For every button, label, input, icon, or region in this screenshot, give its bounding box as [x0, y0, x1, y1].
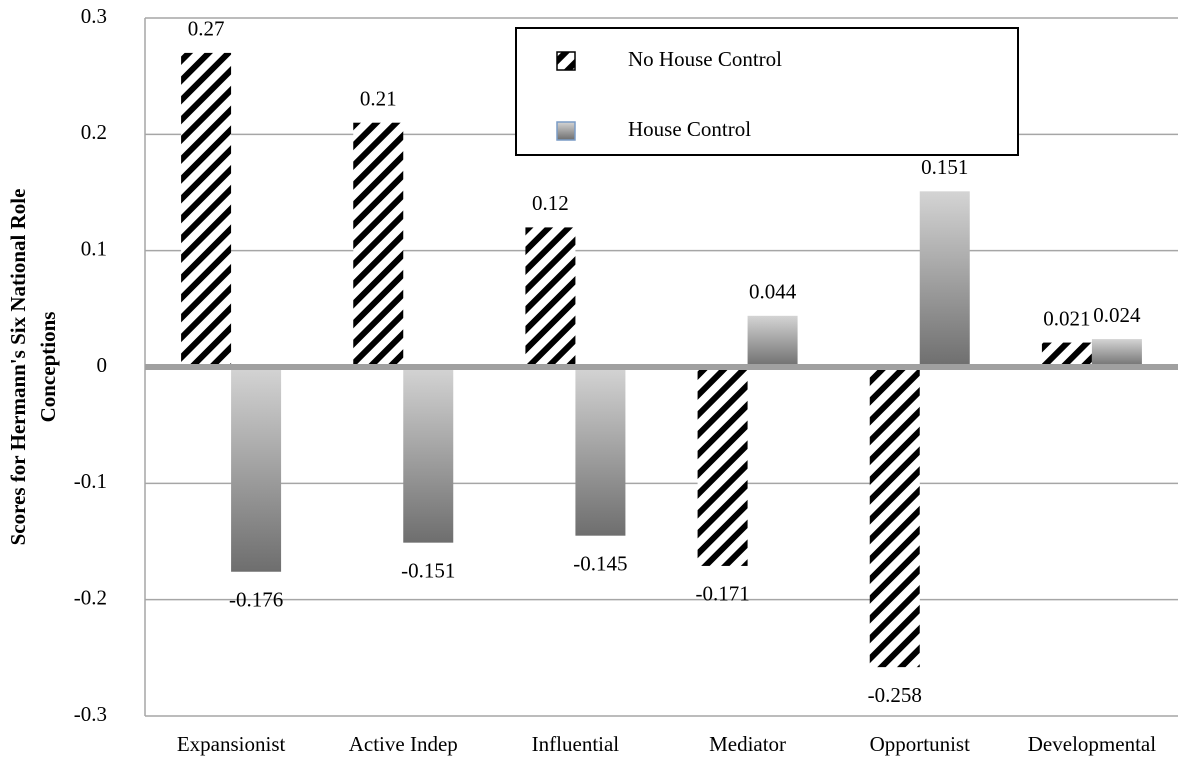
x-tick-label: Mediator	[709, 732, 786, 756]
data-label: 0.044	[749, 280, 797, 304]
y-axis-label: Conceptions	[36, 312, 60, 423]
bar	[525, 227, 576, 367]
data-label: 0.21	[360, 87, 397, 111]
legend-swatch	[556, 51, 576, 71]
y-axis-label: Scores for Hermann's Six National Role	[6, 189, 30, 546]
y-tick-label: 0	[97, 353, 108, 377]
legend-label: House Control	[628, 117, 751, 141]
x-tick-label: Active Indep	[349, 732, 458, 756]
bar	[869, 367, 920, 668]
data-label: 0.27	[188, 17, 225, 41]
x-tick-label: Influential	[532, 732, 620, 756]
bar	[575, 367, 626, 536]
bar	[1041, 342, 1092, 367]
legend-label: No House Control	[628, 47, 782, 71]
x-tick-label: Developmental	[1028, 732, 1156, 756]
bar	[231, 367, 282, 572]
bar	[919, 191, 970, 367]
y-tick-label: -0.2	[74, 585, 107, 609]
data-label: 0.024	[1093, 303, 1141, 327]
data-label: -0.145	[573, 551, 627, 575]
y-tick-label: 0.3	[81, 4, 107, 28]
data-label: -0.176	[229, 588, 283, 612]
bar	[697, 367, 748, 566]
x-tick-label: Expansionist	[177, 732, 286, 756]
bar	[1091, 339, 1142, 367]
y-tick-label: -0.3	[74, 702, 107, 726]
y-tick-label: 0.1	[81, 236, 107, 260]
data-label: -0.171	[695, 582, 749, 606]
bar	[353, 122, 404, 367]
data-label: 0.151	[921, 155, 968, 179]
data-label: 0.12	[532, 191, 569, 215]
x-tick-label: Opportunist	[870, 732, 971, 756]
data-label: -0.258	[868, 683, 922, 707]
bar	[403, 367, 454, 543]
y-tick-label: 0.2	[81, 120, 107, 144]
bar	[747, 315, 798, 367]
legend-box	[515, 27, 1019, 156]
data-label: 0.021	[1043, 306, 1090, 330]
legend-swatch	[556, 121, 576, 141]
bar	[181, 52, 232, 368]
data-label: -0.151	[401, 558, 455, 582]
y-tick-label: -0.1	[74, 469, 107, 493]
